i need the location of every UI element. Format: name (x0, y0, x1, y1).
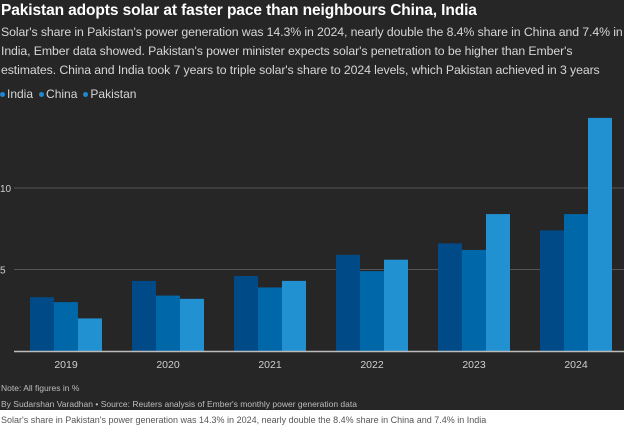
bar-pakistan-2022 (384, 259, 408, 351)
y-tick-label: 10 (0, 184, 12, 195)
bar-india-2021 (234, 276, 258, 351)
chart-title: Pakistan adopts solar at faster pace tha… (1, 2, 477, 19)
legend-dot-icon (39, 91, 45, 97)
x-tick-label: 2024 (564, 359, 588, 371)
bar-pakistan-2023 (486, 214, 510, 351)
x-tick-label: 2019 (54, 359, 78, 371)
y-tick-label: 5 (0, 266, 6, 277)
chart-subtitle: Solar's share in Pakistan's power genera… (1, 25, 623, 77)
legend-item-china: China (39, 87, 77, 101)
bar-china-2024 (564, 214, 588, 351)
legend-item-pakistan: Pakistan (83, 87, 136, 101)
bar-china-2021 (258, 287, 282, 351)
legend-item-india: India (0, 87, 33, 101)
bar-china-2023 (462, 249, 486, 351)
legend-label: Pakistan (90, 87, 137, 101)
bar-india-2024 (540, 230, 564, 351)
bar-india-2023 (438, 243, 462, 351)
legend-label: China (46, 87, 78, 101)
legend-dot-icon (0, 91, 5, 97)
bar-china-2020 (156, 295, 180, 351)
bar-pakistan-2020 (180, 298, 204, 351)
bar-pakistan-2021 (282, 280, 306, 351)
x-tick-label: 2023 (462, 359, 486, 371)
image-caption: Solar's share in Pakistan's power genera… (1, 415, 487, 425)
byline: By Sudarshan Varadhan • Source: Reuters … (1, 399, 357, 409)
x-tick-label: 2022 (360, 359, 384, 371)
bar-china-2022 (360, 271, 384, 351)
chart-panel: Pakistan adopts solar at faster pace tha… (0, 0, 624, 410)
bar-chart: 5 10 2019 2020 2021 2022 2023 2024 (0, 117, 624, 371)
bar-pakistan-2024 (588, 117, 612, 351)
bar-india-2020 (132, 280, 156, 351)
legend-dot-icon (83, 91, 89, 97)
bar-india-2022 (336, 254, 360, 351)
legend-label: India (7, 87, 34, 101)
legend: India China Pakistan (0, 87, 136, 101)
bar-china-2019 (54, 302, 78, 351)
bar-india-2019 (30, 297, 54, 351)
note: Note: All figures in % (1, 383, 80, 393)
x-tick-label: 2021 (258, 359, 282, 371)
bar-pakistan-2019 (78, 318, 102, 351)
x-tick-label: 2020 (156, 359, 180, 371)
